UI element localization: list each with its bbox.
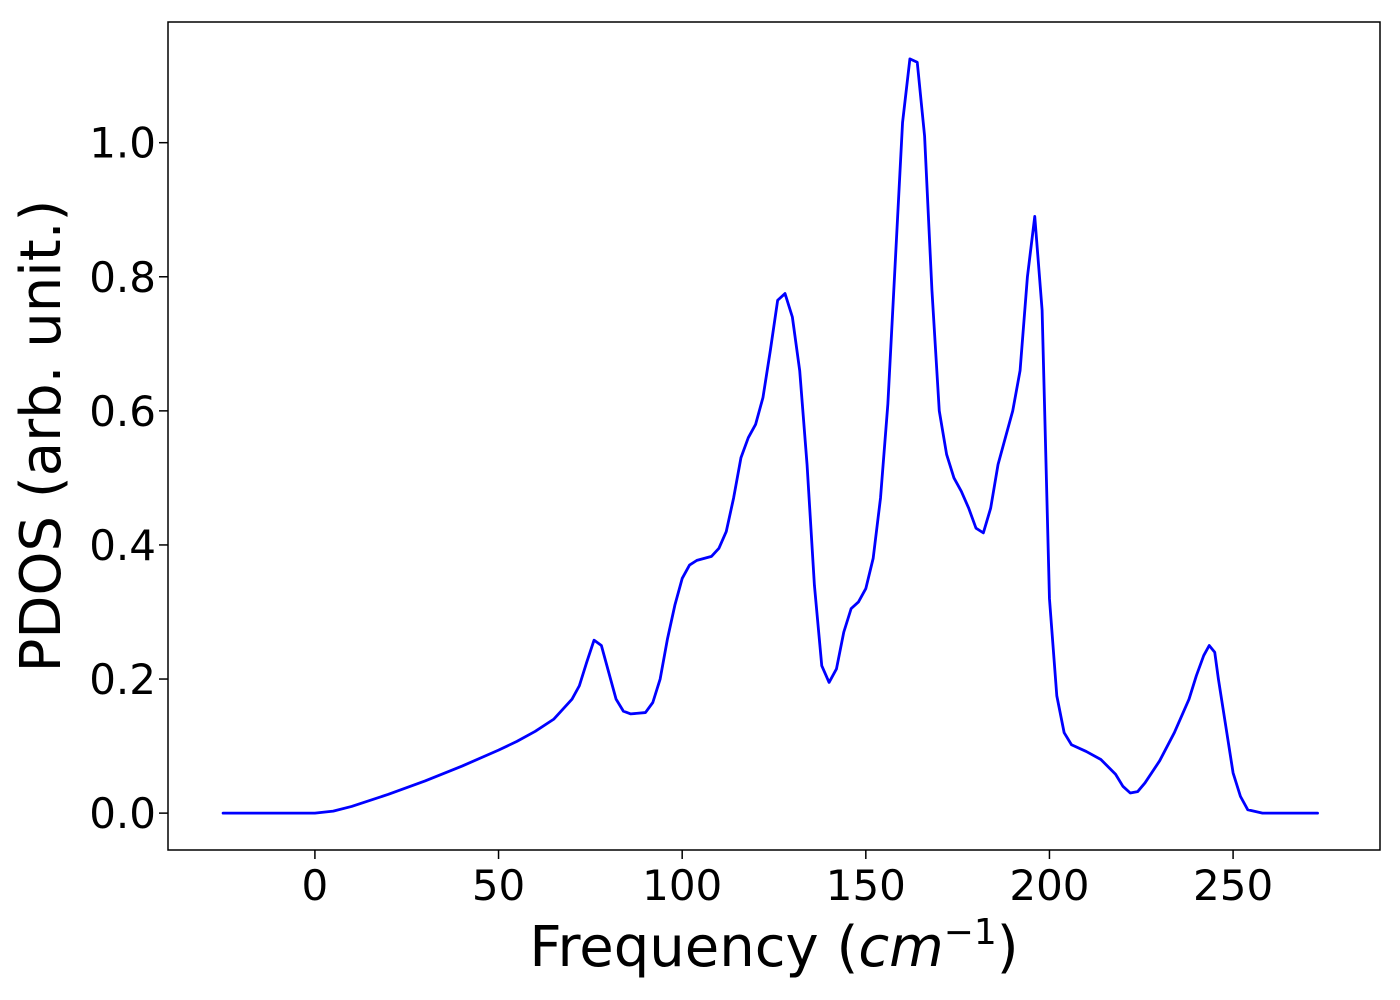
y-tick-label: 0.4 xyxy=(89,521,156,570)
y-tick-label: 0.0 xyxy=(89,789,156,838)
x-tick-label: 50 xyxy=(472,861,525,910)
y-axis-label: PDOS (arb. unit.) xyxy=(9,200,74,673)
x-tick-label: 0 xyxy=(302,861,329,910)
x-tick-label: 250 xyxy=(1193,861,1273,910)
y-axis-ticks: 0.0 0.2 0.4 0.6 0.8 1.0 xyxy=(89,119,168,838)
x-axis-ticks: 0 50 100 150 200 250 xyxy=(302,850,1273,910)
y-tick-label: 0.6 xyxy=(89,387,156,436)
plot-layer xyxy=(221,57,1319,815)
x-tick-label: 200 xyxy=(1009,861,1089,910)
x-tick-label: 100 xyxy=(642,861,722,910)
x-tick-label: 150 xyxy=(826,861,906,910)
y-tick-label: 1.0 xyxy=(89,119,156,168)
pdos-line-series-0 xyxy=(221,57,1319,815)
y-tick-label: 0.2 xyxy=(89,655,156,704)
plot-frame xyxy=(167,21,1381,851)
y-tick-label: 0.8 xyxy=(89,253,156,302)
x-axis-label: Frequency (cm−1) xyxy=(529,912,1018,980)
